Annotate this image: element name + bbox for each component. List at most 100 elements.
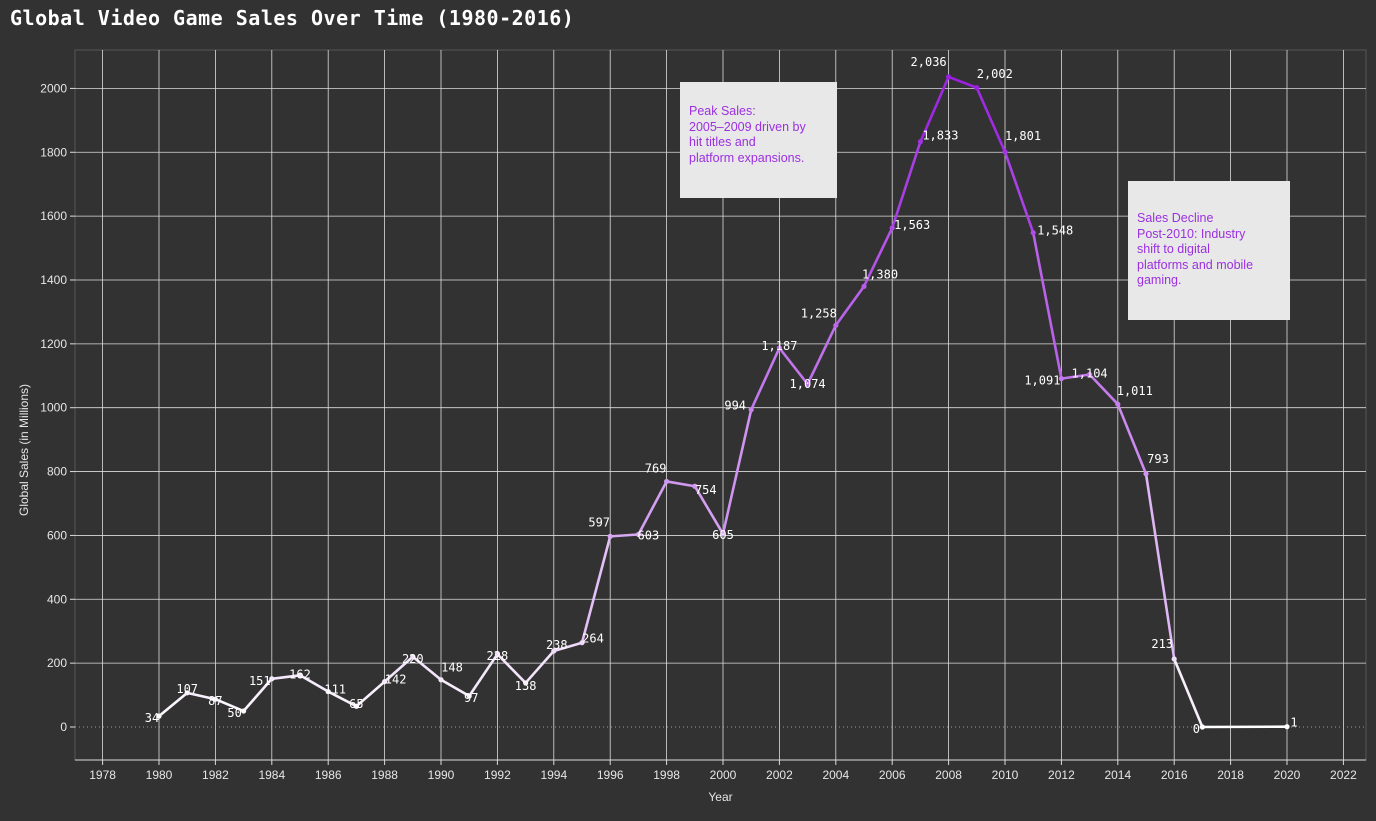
x-tick-label: 2002	[766, 768, 793, 782]
data-point	[297, 672, 303, 678]
y-tick-label: 0	[60, 720, 67, 734]
data-point	[1002, 149, 1008, 155]
line-segment	[806, 324, 838, 386]
sales-series	[157, 75, 1289, 729]
axes: 1978 1980 1982 1984 1986 1988 1990 1992 1994 1996…	[40, 81, 1366, 782]
line-segment	[467, 652, 499, 698]
data-label: 228	[487, 649, 509, 663]
data-point	[212, 696, 218, 702]
data-label: 1,801	[1005, 129, 1041, 143]
line-segment	[439, 678, 471, 698]
data-label: 65	[349, 697, 363, 711]
data-label: 793	[1147, 452, 1169, 466]
data-point	[1058, 376, 1064, 382]
data-point	[325, 688, 331, 695]
data-point	[382, 679, 388, 685]
x-tick-label: 1994	[540, 768, 567, 782]
data-label: 238	[546, 638, 568, 652]
data-label: 213	[1151, 637, 1173, 651]
data-point	[1115, 401, 1121, 407]
y-tick-label: 800	[47, 465, 67, 479]
line-segment	[355, 680, 386, 708]
x-tick-label: 1984	[258, 768, 285, 782]
data-label: 1,563	[894, 218, 930, 232]
data-point	[466, 693, 472, 699]
data-label: 162	[289, 667, 311, 681]
data-point	[551, 648, 557, 654]
line-segment	[524, 649, 556, 685]
data-label: 1	[1290, 716, 1297, 730]
data-label: 142	[385, 673, 407, 687]
x-axis-title: Year	[708, 790, 732, 804]
data-point	[607, 533, 613, 539]
data-point	[1199, 724, 1205, 730]
data-point	[353, 703, 359, 709]
x-tick-label: 2020	[1274, 768, 1301, 782]
line-segment	[1088, 373, 1120, 406]
line-segment	[890, 140, 922, 230]
x-tick-label: 1980	[146, 768, 173, 782]
data-label: 1,187	[761, 339, 797, 353]
line-segment	[1060, 373, 1091, 380]
data-label: 1,104	[1072, 366, 1108, 380]
data-label: 138	[515, 679, 537, 693]
data-label: 148	[441, 661, 463, 675]
data-label: 754	[695, 483, 717, 497]
y-tick-label: 200	[47, 656, 67, 670]
data-label: 769	[645, 461, 667, 475]
line-segment	[580, 535, 612, 645]
line-segment	[778, 346, 809, 386]
x-tick-label: 2018	[1217, 768, 1244, 782]
y-tick-label: 400	[47, 592, 67, 606]
data-label: 1,074	[790, 377, 826, 391]
data-point	[523, 680, 529, 686]
line-segment	[975, 86, 1007, 154]
data-label: 1,833	[922, 129, 958, 143]
line-segment	[721, 408, 753, 536]
data-point	[664, 478, 670, 485]
data-label: 1,091	[1024, 374, 1060, 388]
x-tick-label: 1990	[428, 768, 455, 782]
annotation-sales-decline: Sales Decline Post-2010: Industry shift …	[1128, 181, 1290, 320]
line-segment	[665, 480, 697, 488]
line-segment	[1031, 231, 1063, 380]
line-segment	[919, 75, 950, 144]
data-point	[410, 654, 416, 660]
x-tick-label: 1988	[371, 768, 398, 782]
x-tick-label: 2012	[1048, 768, 1075, 782]
data-point	[776, 345, 783, 351]
data-point	[1143, 471, 1149, 477]
line-segment	[1144, 472, 1176, 661]
data-point	[748, 407, 754, 413]
annotation-peak-sales: Peak Sales: 2005–2009 driven by hit titl…	[680, 82, 837, 198]
data-point	[241, 708, 247, 714]
data-point	[156, 713, 162, 719]
y-axis-title: Global Sales (in Millions)	[17, 384, 31, 516]
data-point	[805, 381, 811, 387]
line-segment	[383, 655, 415, 683]
data-label: 603	[638, 528, 660, 542]
line-segment	[214, 697, 245, 713]
y-tick-label: 2000	[40, 81, 67, 95]
data-point	[635, 531, 642, 538]
x-tick-label: 2006	[879, 768, 906, 782]
line-segment	[862, 226, 894, 288]
data-label: 264	[582, 632, 604, 646]
data-point	[889, 225, 895, 231]
data-label: 107	[176, 682, 198, 696]
data-label: 87	[208, 694, 222, 708]
line-segment	[1172, 657, 1204, 729]
data-label: 994	[724, 399, 746, 413]
line-segment	[326, 690, 358, 708]
y-tick-label: 1200	[40, 337, 67, 351]
data-point	[1284, 724, 1290, 730]
x-tick-label: 1982	[202, 768, 229, 782]
data-point	[1030, 230, 1036, 236]
y-tick-label: 1600	[40, 209, 67, 223]
data-label: 1,258	[801, 306, 837, 320]
data-point	[720, 531, 726, 537]
x-tick-label: 1986	[315, 768, 342, 782]
